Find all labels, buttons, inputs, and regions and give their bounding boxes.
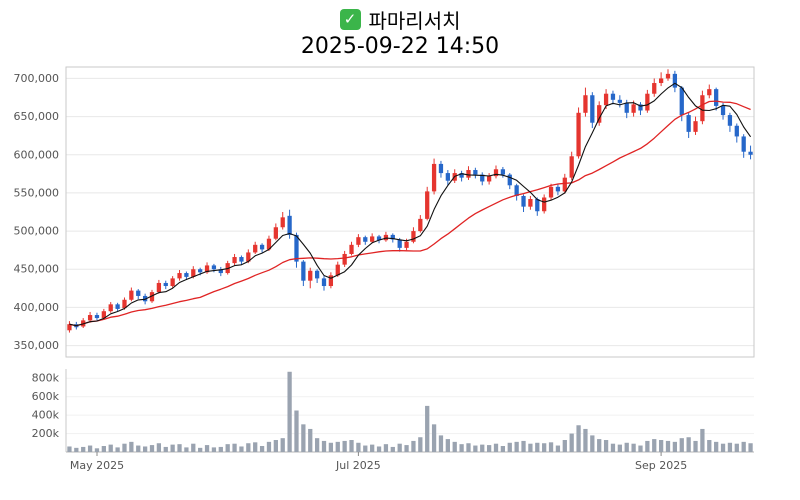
stock-title: 파마리서치 [368, 8, 461, 33]
svg-text:400,000: 400,000 [14, 301, 60, 314]
svg-text:650,000: 650,000 [14, 110, 60, 123]
svg-text:Sep 2025: Sep 2025 [635, 459, 687, 472]
check-glyph: ✓ [343, 9, 357, 28]
svg-text:700,000: 700,000 [14, 72, 60, 85]
svg-text:550,000: 550,000 [14, 186, 60, 199]
svg-text:May 2025: May 2025 [70, 459, 124, 472]
svg-text:400k: 400k [32, 409, 60, 422]
svg-text:800k: 800k [32, 372, 60, 385]
chart-header: ✓ 파마리서치 2025-09-22 14:50 [0, 0, 800, 59]
checked-checkbox-icon: ✓ [339, 8, 361, 30]
title-row: ✓ 파마리서치 [0, 6, 800, 33]
svg-text:350,000: 350,000 [14, 339, 60, 352]
svg-text:450,000: 450,000 [14, 263, 60, 276]
svg-text:600k: 600k [32, 390, 60, 403]
svg-text:Jul 2025: Jul 2025 [335, 459, 381, 472]
svg-text:500,000: 500,000 [14, 225, 60, 238]
svg-text:600,000: 600,000 [14, 148, 60, 161]
candlestick-volume-chart: 350,000 400,000 450,000 500,000 550,000 600,0… [14, 66, 755, 472]
chart-timestamp: 2025-09-22 14:50 [300, 34, 500, 59]
svg-text:200k: 200k [32, 427, 60, 440]
